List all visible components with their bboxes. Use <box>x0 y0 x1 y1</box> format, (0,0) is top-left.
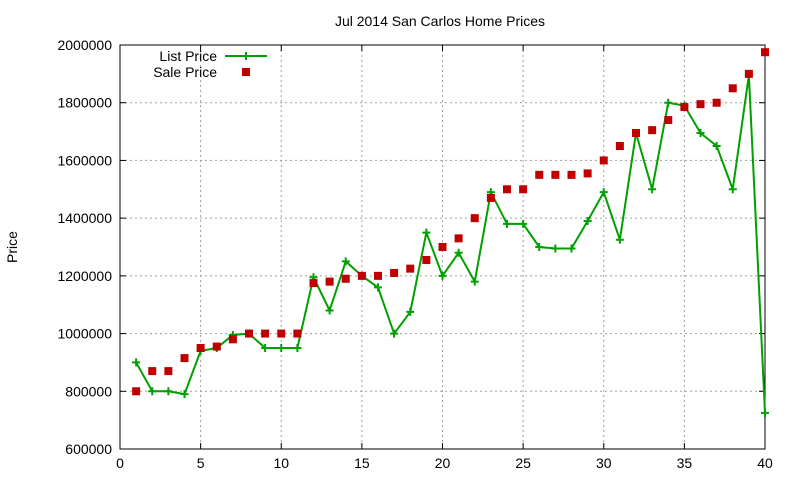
sale-price-point <box>680 103 689 112</box>
x-tick-label: 25 <box>515 455 531 471</box>
sale-price-point <box>454 234 463 243</box>
y-tick-label: 600000 <box>65 441 112 457</box>
sale-price-point <box>261 329 270 338</box>
sale-price-point <box>567 170 576 179</box>
x-tick-label: 15 <box>354 455 370 471</box>
sale-price-point <box>277 329 286 338</box>
sale-price-point <box>406 264 415 273</box>
sale-price-point <box>164 367 173 376</box>
list-price-point <box>261 344 270 352</box>
x-tick-label: 30 <box>596 455 612 471</box>
sale-price-point <box>551 170 560 179</box>
chart-title: Jul 2014 San Carlos Home Prices <box>335 13 545 29</box>
list-price-point <box>519 219 528 228</box>
list-price-point <box>164 387 173 396</box>
sale-price-point <box>422 255 431 264</box>
list-price-point <box>470 277 479 286</box>
list-price-point <box>712 142 721 150</box>
sale-price-point <box>761 48 769 57</box>
legend-entry-sale-price: Sale Price <box>153 64 217 80</box>
y-tick-label: 1800000 <box>57 95 112 111</box>
list-price-point <box>567 244 576 253</box>
list-price-line <box>135 75 766 413</box>
list-price-point <box>454 248 463 257</box>
list-price-point <box>535 243 544 251</box>
y-tick-label: 1400000 <box>57 210 112 226</box>
sale-price-point <box>438 243 447 251</box>
y-tick-label: 1000000 <box>57 326 112 342</box>
sale-price-point <box>325 277 334 286</box>
y-tick-label: 800000 <box>65 383 112 399</box>
sale-price-point <box>744 69 753 78</box>
sale-price-point <box>486 193 495 202</box>
sale-price-point <box>728 84 737 93</box>
x-tick-label: 35 <box>677 455 693 471</box>
x-tick-label: 20 <box>435 455 451 471</box>
x-tick-label: 5 <box>197 455 205 471</box>
sale-price-point <box>615 142 624 150</box>
list-price-point <box>406 307 415 316</box>
sale-price-point <box>132 387 141 396</box>
list-price-point <box>551 244 560 253</box>
list-price-point <box>438 271 447 280</box>
sale-price-point <box>309 279 318 288</box>
legend-entry-list-price: List Price <box>159 48 217 64</box>
sale-price-point <box>696 100 705 109</box>
sale-price-point <box>228 335 237 344</box>
sale-price-point <box>599 156 608 165</box>
sale-price-point <box>245 329 253 338</box>
list-price-point <box>664 98 673 107</box>
sale-price-point <box>148 367 157 376</box>
sale-price-point <box>357 271 366 280</box>
y-axis-label: Price <box>4 231 20 263</box>
y-tick-label: 2000000 <box>57 37 112 53</box>
legend: List Price Sale Price <box>153 48 267 80</box>
list-price-point <box>148 387 157 396</box>
sale-price-point <box>648 126 657 135</box>
axis-ticks <box>119 44 766 450</box>
list-price-point <box>615 235 624 244</box>
y-tick-label: 1600000 <box>57 152 112 168</box>
tick-labels: 0 5 10 15 20 25 30 35 40 600000 800000 1000000 12000… <box>57 37 773 471</box>
sale-price-point <box>390 268 399 277</box>
x-tick-label: 0 <box>116 455 124 471</box>
list-price-point <box>422 228 431 237</box>
list-price-point <box>696 129 705 138</box>
list-price-point <box>180 390 189 399</box>
sale-price-point <box>712 98 721 107</box>
list-price-point <box>503 219 511 228</box>
sale-price-point <box>664 116 673 125</box>
list-price-point <box>374 283 382 292</box>
list-price-point <box>132 358 141 367</box>
sale-price-point <box>535 170 544 179</box>
sale-price-point <box>374 271 382 280</box>
sale-price-point <box>503 185 511 194</box>
sale-price-point <box>196 344 205 352</box>
list-price-point <box>599 188 608 197</box>
legend-sale-price-marker <box>242 68 250 76</box>
list-price-point <box>728 185 737 194</box>
data-series <box>132 48 769 417</box>
sale-price-point <box>212 342 221 351</box>
sale-price-point <box>341 274 350 283</box>
sale-price-point <box>293 329 302 338</box>
x-tick-label: 40 <box>757 455 773 471</box>
list-price-point <box>583 217 592 226</box>
x-tick-label: 10 <box>273 455 289 471</box>
list-price-point <box>341 257 350 266</box>
list-price-point <box>648 185 657 194</box>
legend-list-price-marker <box>242 52 250 60</box>
sale-price-point <box>519 185 528 194</box>
sale-price-point <box>632 129 640 138</box>
list-price-point <box>390 329 399 338</box>
list-price-point <box>325 306 334 315</box>
list-price-point <box>277 344 286 352</box>
sale-price-point <box>583 169 592 178</box>
sale-price-point <box>470 214 479 223</box>
sale-price-point <box>180 354 189 363</box>
list-price-point <box>761 408 769 417</box>
y-tick-label: 1200000 <box>57 268 112 284</box>
list-price-point <box>293 344 302 352</box>
